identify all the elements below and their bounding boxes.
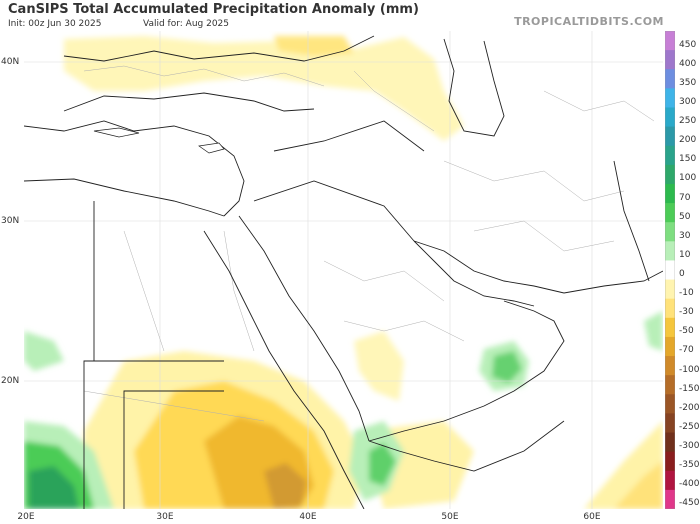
- colorbar-label: -70: [679, 345, 694, 356]
- precipitation-map: [24, 31, 663, 509]
- lon-label-50e: 50E: [441, 512, 459, 522]
- colorbar-swatch: [665, 183, 675, 204]
- colorbar-swatch: [665, 107, 675, 128]
- colorbar-label: -50: [679, 326, 694, 337]
- colorbar-swatch: [665, 336, 675, 357]
- colorbar-swatch: [665, 88, 675, 108]
- lon-label-30e: 30E: [156, 512, 174, 522]
- graticule: [24, 31, 663, 509]
- colorbar-label: -30: [679, 307, 694, 318]
- colorbar-label: -150: [679, 383, 700, 394]
- colorbar-label: -300: [679, 441, 700, 452]
- dry-area-arabia: [354, 331, 404, 401]
- colorbar-swatch: [665, 432, 675, 453]
- colorbar-swatch: [665, 298, 675, 319]
- colorbar-label: -100: [679, 364, 700, 375]
- colorbar-swatch: [665, 413, 675, 434]
- colorbar-swatch: [665, 375, 675, 395]
- wet-area-red-sea-core: [369, 443, 396, 486]
- colorbar-swatch: [665, 31, 675, 51]
- colorbar-swatch: [665, 279, 675, 300]
- dry-area-north-core: [274, 36, 354, 56]
- colorbar-label: 70: [679, 192, 691, 203]
- dry-area-east-core: [614, 461, 663, 509]
- colorbar-swatch: [665, 356, 675, 376]
- colorbar-swatch: [665, 451, 675, 472]
- lat-label-40n: 40N: [1, 57, 20, 67]
- colorbar: [665, 31, 675, 509]
- colorbar-label: 100: [679, 173, 697, 184]
- colorbar-label: 250: [679, 116, 697, 127]
- country-borders: [24, 35, 663, 509]
- colorbar-label: 300: [679, 96, 697, 107]
- colorbar-label: 0: [679, 269, 685, 279]
- colorbar-swatch: [665, 50, 675, 70]
- colorbar-label: 50: [679, 211, 691, 222]
- wet-area-arabian-sea: [644, 311, 663, 351]
- colorbar-swatch: [665, 222, 675, 242]
- colorbar-swatch: [665, 145, 675, 166]
- colorbar-swatch: [665, 203, 675, 223]
- admin-boundaries: [83, 65, 655, 422]
- colorbar-swatch: [665, 394, 675, 414]
- wet-area-sahel: [24, 331, 64, 371]
- colorbar-label: -450: [679, 498, 700, 509]
- lon-label-60e: 60E: [583, 512, 601, 522]
- colorbar-label: -350: [679, 460, 700, 471]
- colorbar-swatch: [665, 241, 675, 261]
- colorbar-swatch: [665, 126, 675, 147]
- lat-label-20n: 20N: [1, 376, 20, 386]
- lat-label-30n: 30N: [1, 216, 20, 226]
- lon-label-20e: 20E: [17, 512, 35, 522]
- colorbar-label: 350: [679, 77, 697, 88]
- colorbar-label: 400: [679, 58, 697, 69]
- init-time: Init: 00z Jun 30 2025: [8, 19, 102, 29]
- islands: [93, 127, 225, 154]
- dry-area-south-peak: [264, 463, 306, 509]
- colorbar-label: 150: [679, 154, 697, 165]
- crete: [93, 127, 140, 138]
- colorbar-label: 200: [679, 135, 697, 146]
- lon-label-40e: 40E: [299, 512, 317, 522]
- cyprus: [198, 142, 225, 154]
- colorbar-swatch: [665, 69, 675, 89]
- colorbar-swatch: [665, 260, 675, 281]
- colorbar-label: -250: [679, 421, 700, 432]
- colorbar-label: 10: [679, 249, 691, 260]
- brand-watermark: TROPICALTIDBITS.COM: [514, 15, 664, 28]
- colorbar-label: 450: [679, 39, 697, 50]
- colorbar-swatch: [665, 489, 675, 509]
- colorbar-swatch: [665, 470, 675, 491]
- wet-area-oman-core: [492, 351, 522, 383]
- colorbar-label: -200: [679, 402, 700, 413]
- colorbar-label: -10: [679, 288, 694, 299]
- colorbar-swatch: [665, 164, 675, 185]
- wet-area-west-core: [29, 466, 79, 509]
- colorbar-label: -400: [679, 479, 700, 490]
- valid-time: Valid for: Aug 2025: [143, 19, 229, 29]
- colorbar-swatch: [665, 317, 675, 338]
- map-title: CanSIPS Total Accumulated Precipitation …: [8, 2, 419, 17]
- colorbar-label: 30: [679, 230, 691, 241]
